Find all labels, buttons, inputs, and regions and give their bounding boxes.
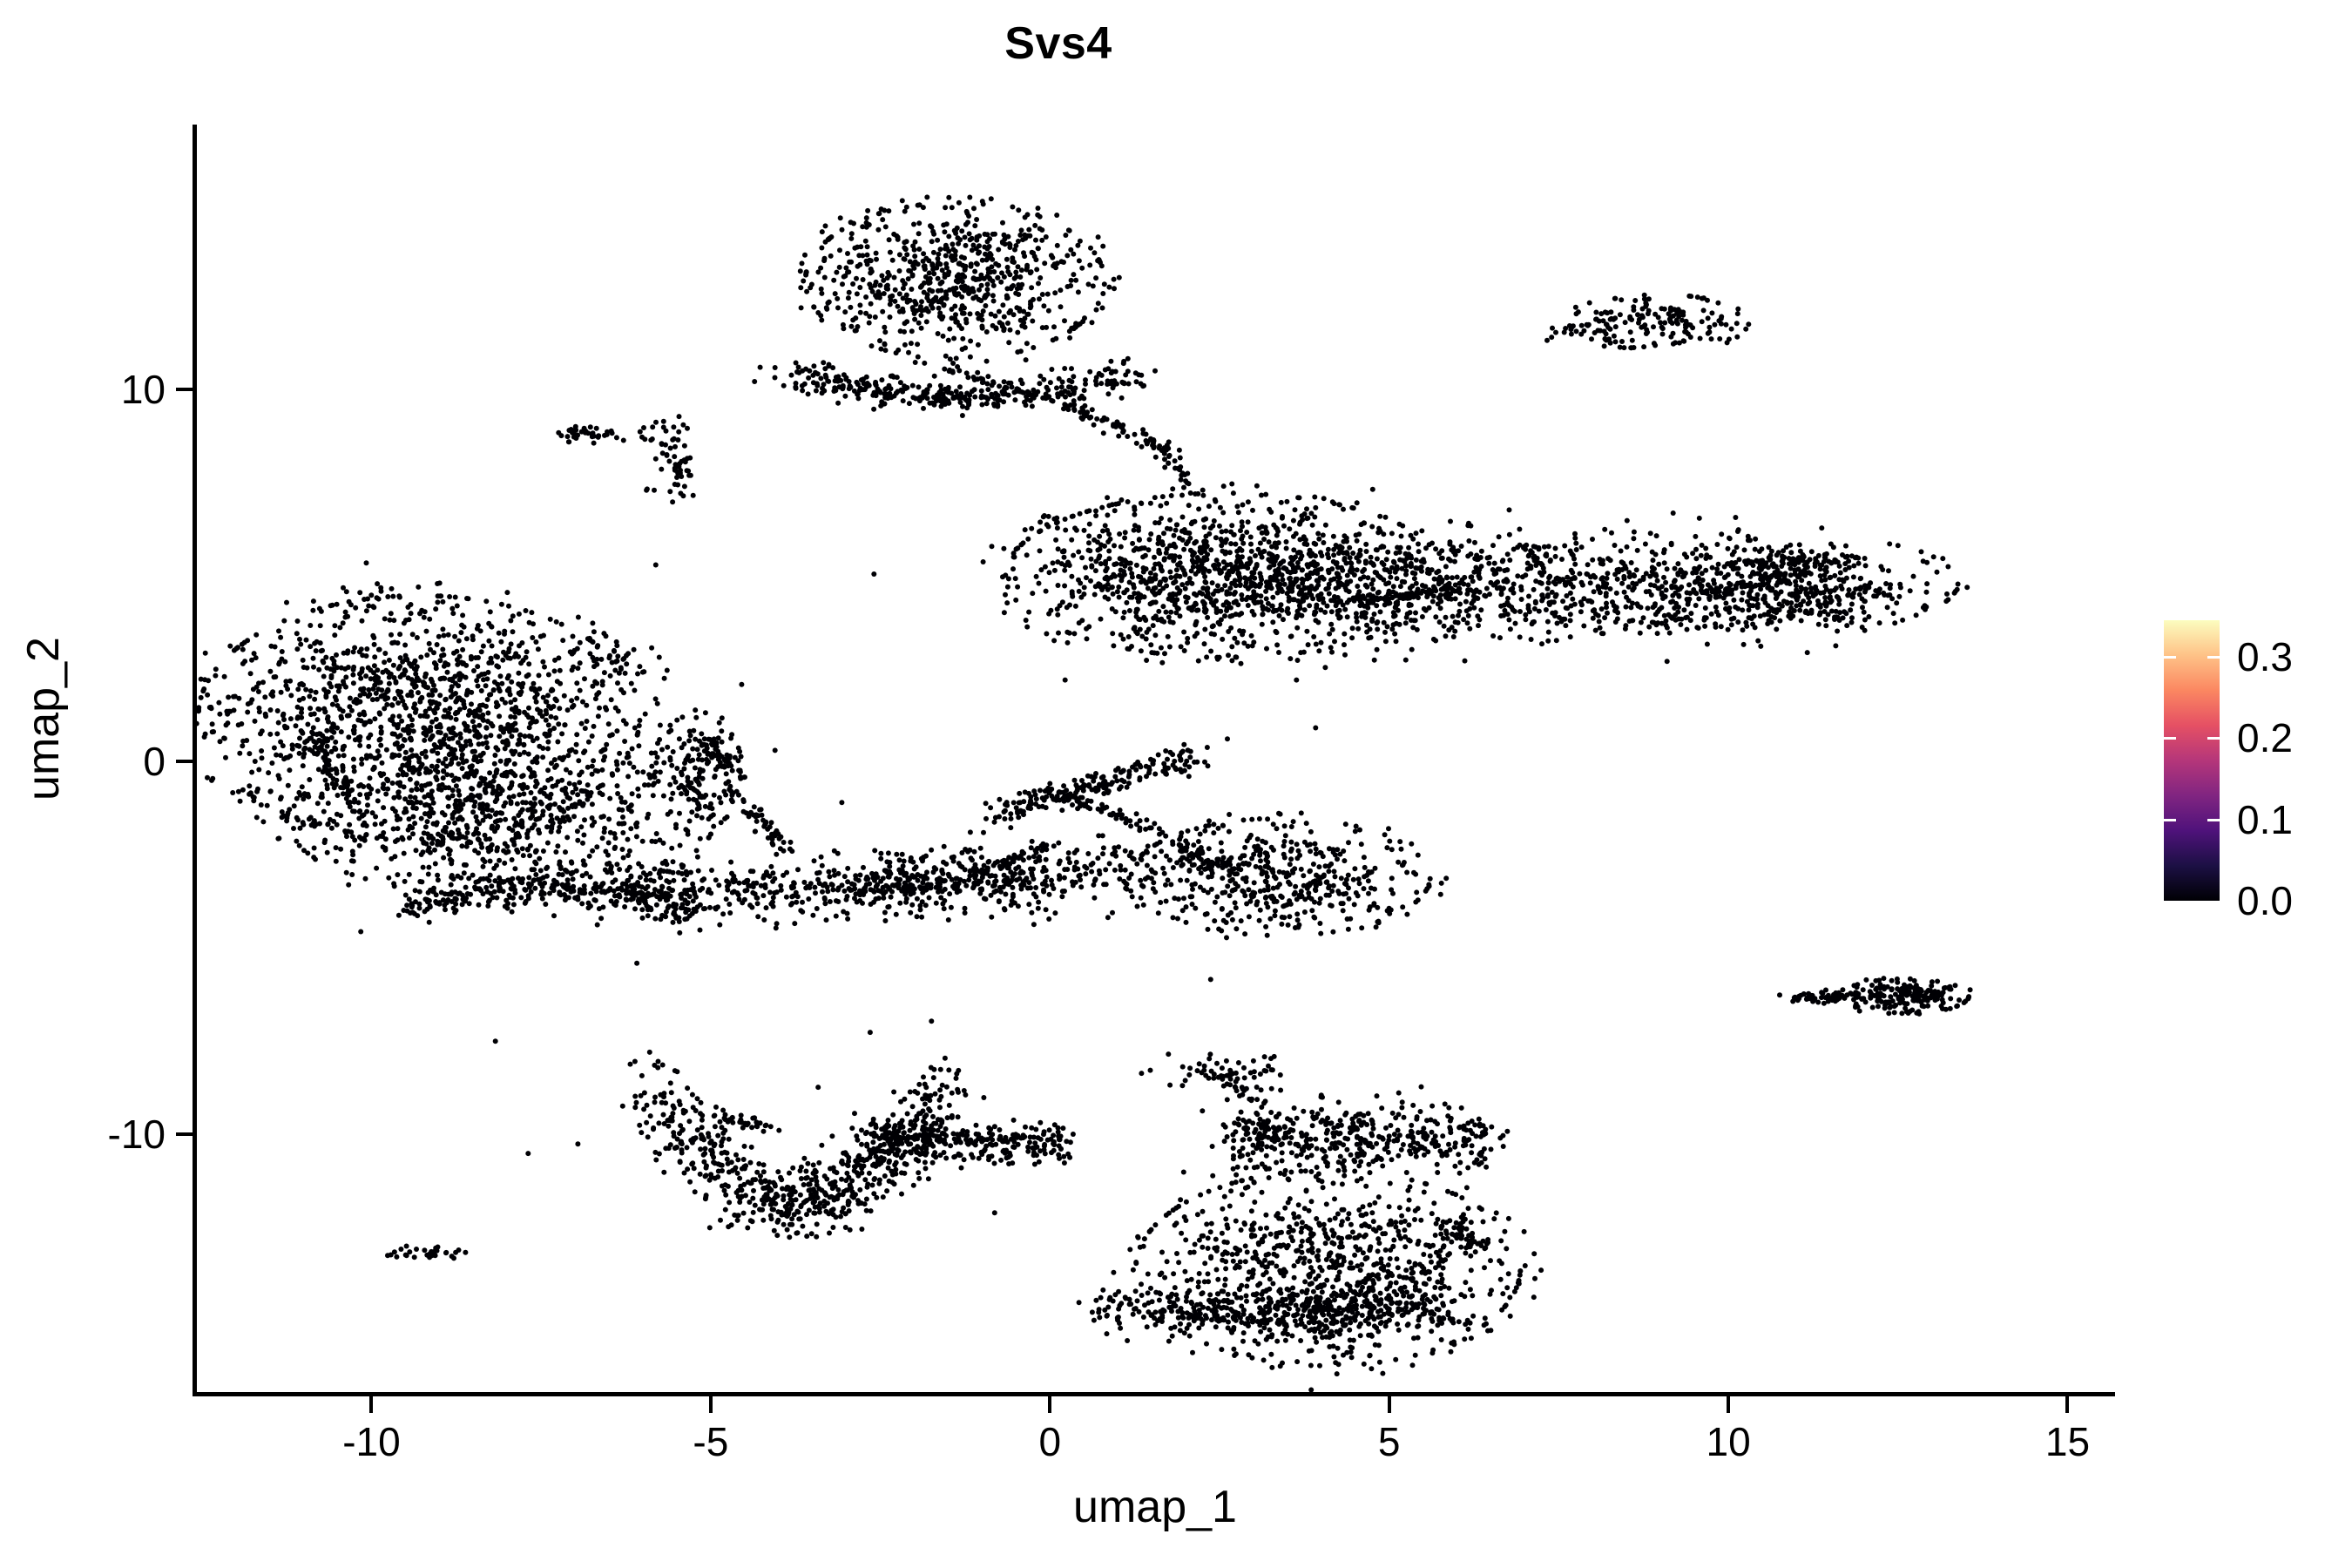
colorbar-tick-mark [2207,656,2220,659]
x-tick-label: 5 [1377,1419,1401,1464]
colorbar-tick-label: 0.3 [2237,634,2293,679]
page-title: Svs4 [1004,18,1112,69]
x-tick-mark [1727,1396,1731,1413]
colorbar-tick-mark [2164,656,2176,659]
x-tick-mark [2065,1396,2070,1413]
x-tick-label: 15 [2044,1419,2091,1464]
y-tick-label: 10 [120,366,166,412]
y-tick-mark [176,1132,193,1136]
x-axis-line [195,1392,2115,1396]
colorbar-legend: 0.3 0.2 0.1 0.0 [2164,620,2338,923]
x-tick-label: -5 [693,1419,729,1464]
x-tick-label: -10 [342,1419,401,1464]
colorbar-tick-mark [2164,737,2176,740]
colorbar-gradient [2164,620,2220,901]
x-tick-mark [708,1396,713,1413]
y-tick-label: -10 [107,1111,166,1157]
scatter-points [195,194,1973,1393]
y-tick-mark [176,387,193,391]
colorbar-tick-label: 0.0 [2237,878,2293,923]
colorbar-tick-label: 0.2 [2237,715,2293,761]
y-tick-mark [176,760,193,764]
y-axis-title: umap_2 [18,637,69,801]
x-tick-mark [1387,1396,1391,1413]
y-axis-line [193,125,197,1396]
x-axis-title: umap_1 [1073,1482,1237,1532]
colorbar-tick-mark [2207,737,2220,740]
y-tick-label: 0 [143,739,166,785]
plot-panel [195,125,2115,1395]
colorbar-tick-label: 0.1 [2237,796,2293,842]
colorbar-tick-mark [2164,818,2176,821]
x-tick-label: 0 [1038,1419,1062,1464]
x-tick-label: 10 [1706,1419,1751,1464]
x-tick-mark [369,1396,374,1413]
x-tick-mark [1048,1396,1052,1413]
colorbar-tick-mark [2207,818,2220,821]
